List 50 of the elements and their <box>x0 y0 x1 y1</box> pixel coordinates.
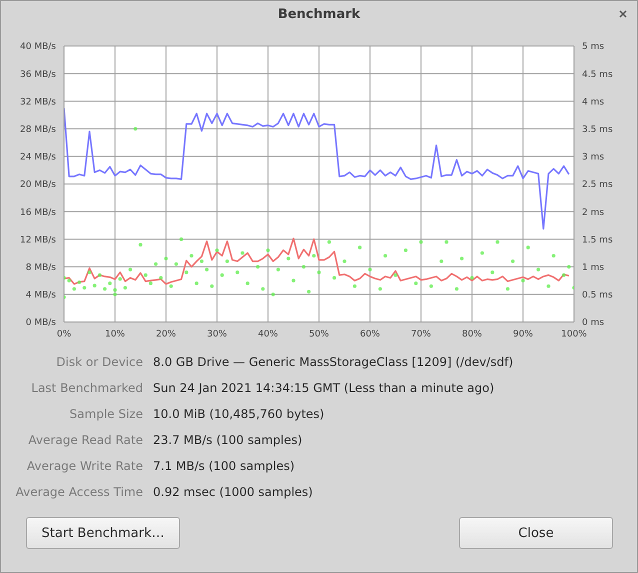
y-tick-label: 32 MB/s <box>20 97 56 108</box>
x-tick-label: 80% <box>462 329 482 340</box>
x-tick-label: 20% <box>156 329 176 340</box>
x-tick-label: 30% <box>206 329 228 340</box>
y-tick-label: 40 MB/s <box>20 42 56 52</box>
text: Close <box>459 517 613 549</box>
x-tick-label: 60% <box>360 329 380 340</box>
y2-tick-label: 4 ms <box>582 97 604 108</box>
chart-title: Benchmark <box>278 7 360 22</box>
x-tick-label: 90% <box>512 329 534 340</box>
text: Disk or Device <box>55 355 143 369</box>
y-tick-label: 24 MB/s <box>20 152 56 163</box>
y2-tick-label: 5 ms <box>582 42 604 52</box>
y-tick-label: 20 MB/s <box>20 180 56 190</box>
text: Average Read Rate <box>27 433 143 447</box>
y-tick-label: 16 MB/s <box>20 208 56 218</box>
text: Average Access Time <box>14 485 143 499</box>
line-series <box>64 238 570 285</box>
x-tick-label: 40% <box>258 329 278 340</box>
line-series <box>64 107 570 230</box>
y2-tick-label: 3 ms <box>582 152 604 163</box>
y2-tick-label: 3.5 ms <box>582 124 613 135</box>
text: 0.92 msec (1000 samples) <box>153 485 313 499</box>
x-tick-label: 0% <box>56 329 72 340</box>
y2-tick-label: 2.5 ms <box>582 180 613 190</box>
y2-tick-label: 0.5 ms <box>582 290 613 301</box>
text: Sun 24 Jan 2021 14:34:15 GMT (Less than a minute ago) <box>153 381 494 395</box>
text: Average Write Rate <box>26 459 143 473</box>
x-tick-label: 70% <box>410 329 432 340</box>
y2-tick-label: 0 ms <box>582 318 604 328</box>
text: Last Benchmarked <box>30 381 143 395</box>
y2-tick-label: 1.5 ms <box>582 235 613 246</box>
y-tick-label: 12 MB/s <box>20 235 56 246</box>
x-tick-label: 10% <box>104 329 126 340</box>
y2-tick-label: 2 ms <box>582 208 604 218</box>
y-tick-label: 4 MB/s <box>26 290 56 301</box>
text: 7.1 MB/s (100 samples) <box>153 459 295 473</box>
y-tick-label: 28 MB/s <box>20 124 56 135</box>
text: Start Benchmark… <box>26 517 180 549</box>
y2-tick-label: 4.5 ms <box>582 70 613 80</box>
text: Sample Size <box>68 407 143 421</box>
text: 23.7 MB/s (100 samples) <box>153 433 302 447</box>
text: 10.0 MiB (10,485,760 bytes) <box>153 407 324 421</box>
y-tick-label: 8 MB/s <box>26 262 56 273</box>
y-tick-label: 0 MB/s <box>26 318 56 328</box>
y2-tick-label: 1 ms <box>582 262 604 273</box>
text: 8.0 GB Drive — Generic MassStorageClass [1209] (/dev/sdf) <box>153 355 514 369</box>
x-tick-label: 100% <box>561 329 588 340</box>
y-tick-label: 36 MB/s <box>20 70 56 80</box>
x-tick-label: 50% <box>308 329 330 340</box>
